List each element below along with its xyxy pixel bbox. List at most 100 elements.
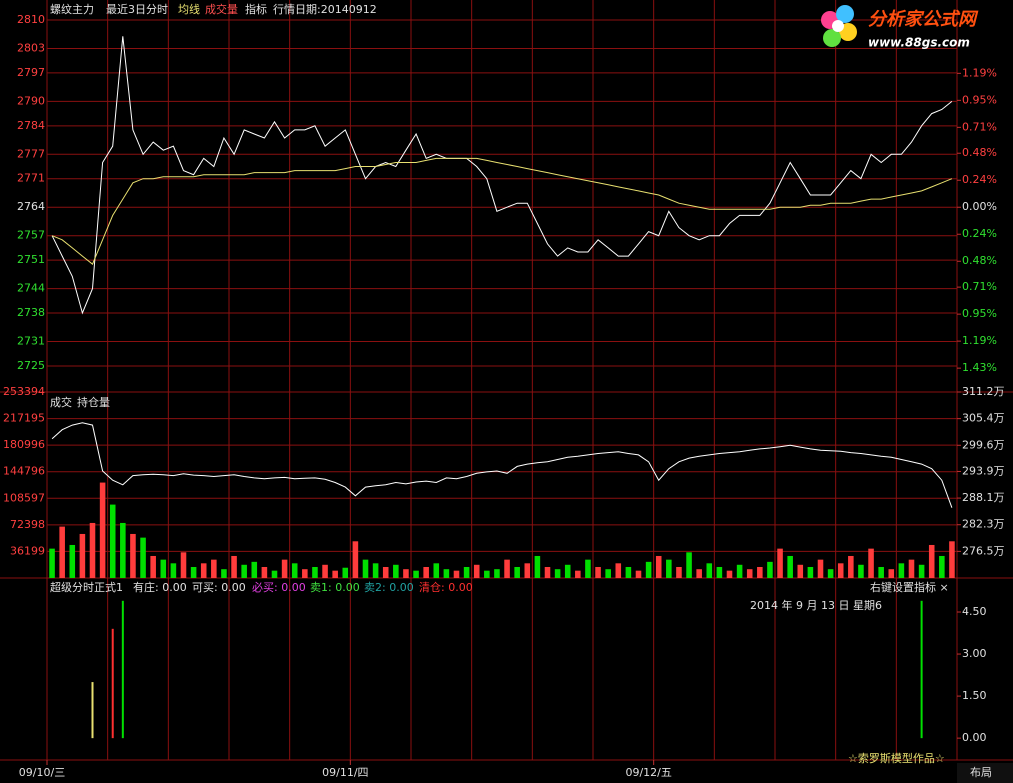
- y-tick-label: 72398: [10, 518, 45, 531]
- y2-tick-label: 0.71%: [962, 280, 997, 293]
- bar: [91, 682, 94, 739]
- bar: [494, 569, 500, 578]
- y2-tick-label: 299.6万: [962, 438, 1005, 451]
- bar: [211, 559, 217, 578]
- layout-button[interactable]: 布局: [970, 766, 992, 779]
- bar: [190, 566, 197, 578]
- y-tick-label: 2803: [17, 41, 45, 54]
- volume-toggle[interactable]: 成交量: [205, 2, 238, 16]
- y-tick-label: 144796: [3, 465, 45, 478]
- bar: [817, 559, 824, 578]
- bar: [473, 564, 480, 578]
- bar: [170, 563, 177, 578]
- bar: [231, 555, 237, 578]
- bar: [686, 552, 692, 578]
- y2-tick-label: 288.1万: [962, 491, 1005, 504]
- y2-tick-label: 293.9万: [962, 464, 1005, 477]
- bar: [160, 559, 167, 578]
- y-tick-label: 36199: [10, 544, 45, 557]
- bar: [868, 548, 874, 578]
- readout: 卖2: 0.00: [364, 581, 414, 594]
- y2-tick-label: 276.5万: [962, 544, 1005, 557]
- bar: [453, 570, 460, 578]
- x-tick-label: 09/10/三: [19, 766, 65, 779]
- y-tick-label: 2731: [17, 335, 45, 348]
- indicator-menu[interactable]: 指标: [245, 2, 267, 16]
- bar: [655, 555, 662, 578]
- bar: [504, 559, 510, 578]
- bar: [332, 570, 338, 578]
- bar: [221, 569, 227, 578]
- y-tick-label: 180996: [3, 438, 45, 451]
- bar: [99, 482, 106, 578]
- quote-date: 行情日期:20140912: [273, 3, 377, 16]
- series-line: [51, 36, 953, 315]
- series-line: [51, 422, 953, 508]
- bar: [666, 559, 672, 578]
- bar: [564, 564, 571, 578]
- series-line: [51, 157, 953, 266]
- y-tick-label: 217195: [3, 412, 45, 425]
- bar: [949, 541, 955, 578]
- footer-credit: ☆索罗斯模型作品☆: [848, 751, 945, 765]
- y2-tick-label: 0.71%: [962, 120, 997, 133]
- bar: [544, 566, 551, 578]
- oi-legend: 持仓量: [77, 395, 110, 409]
- bar: [939, 555, 945, 578]
- bar: [413, 570, 419, 578]
- period[interactable]: 最近3日分时: [106, 3, 168, 16]
- y-tick-label: 2771: [17, 172, 45, 185]
- x-tick-label: 09/11/四: [322, 766, 368, 779]
- symbol: 螺纹主力: [50, 2, 94, 16]
- y-tick-label: 253394: [3, 385, 45, 398]
- bar: [393, 564, 399, 578]
- y2-tick-label: 305.4万: [962, 412, 1005, 425]
- bar: [706, 563, 713, 578]
- y-tick-label: 2797: [17, 66, 45, 79]
- bar: [111, 628, 114, 739]
- bar: [120, 522, 126, 578]
- bar: [261, 566, 268, 578]
- volume-legend: 成交: [50, 395, 72, 409]
- bar: [382, 566, 389, 578]
- bar: [312, 566, 318, 578]
- y2-tick-label: 1.43%: [962, 361, 997, 374]
- readout: 可买: 0.00: [192, 581, 246, 594]
- bar: [534, 555, 541, 578]
- y-tick-label: 1.50: [962, 689, 987, 702]
- bar: [888, 569, 895, 578]
- y2-tick-label: 1.19%: [962, 334, 997, 347]
- bar: [920, 600, 923, 739]
- bar: [635, 570, 642, 578]
- bar: [575, 570, 581, 578]
- layout-button-bg[interactable]: [957, 763, 1013, 783]
- bar: [595, 566, 601, 578]
- bar: [757, 566, 763, 578]
- y2-tick-label: 311.2万: [962, 385, 1005, 398]
- bar: [291, 563, 298, 578]
- y2-tick-label: 282.3万: [962, 518, 1005, 531]
- y-tick-label: 4.50: [962, 605, 987, 618]
- y-tick-label: 2790: [17, 94, 45, 107]
- y2-tick-label: 1.19%: [962, 66, 997, 79]
- bar: [484, 570, 490, 578]
- y-tick-label: 2738: [17, 306, 45, 319]
- bar: [858, 564, 864, 578]
- y2-tick-label: 0.48%: [962, 146, 997, 159]
- bar: [372, 563, 379, 578]
- readout: 清仓: 0.00: [419, 580, 473, 594]
- bar: [696, 569, 702, 578]
- indicator-settings[interactable]: 右键设置指标 ×: [870, 580, 949, 594]
- bar: [898, 563, 905, 578]
- bar: [322, 564, 328, 578]
- y2-tick-label: 0.00%: [962, 200, 997, 213]
- indicator-title: 超级分时正式1: [50, 580, 123, 594]
- bar: [79, 533, 86, 578]
- bar: [736, 564, 743, 578]
- x-tick-label: 09/12/五: [625, 766, 671, 779]
- bar: [342, 567, 349, 578]
- bar: [251, 561, 258, 578]
- logo-petal: [823, 29, 841, 47]
- bar: [605, 569, 611, 578]
- bar: [150, 555, 156, 578]
